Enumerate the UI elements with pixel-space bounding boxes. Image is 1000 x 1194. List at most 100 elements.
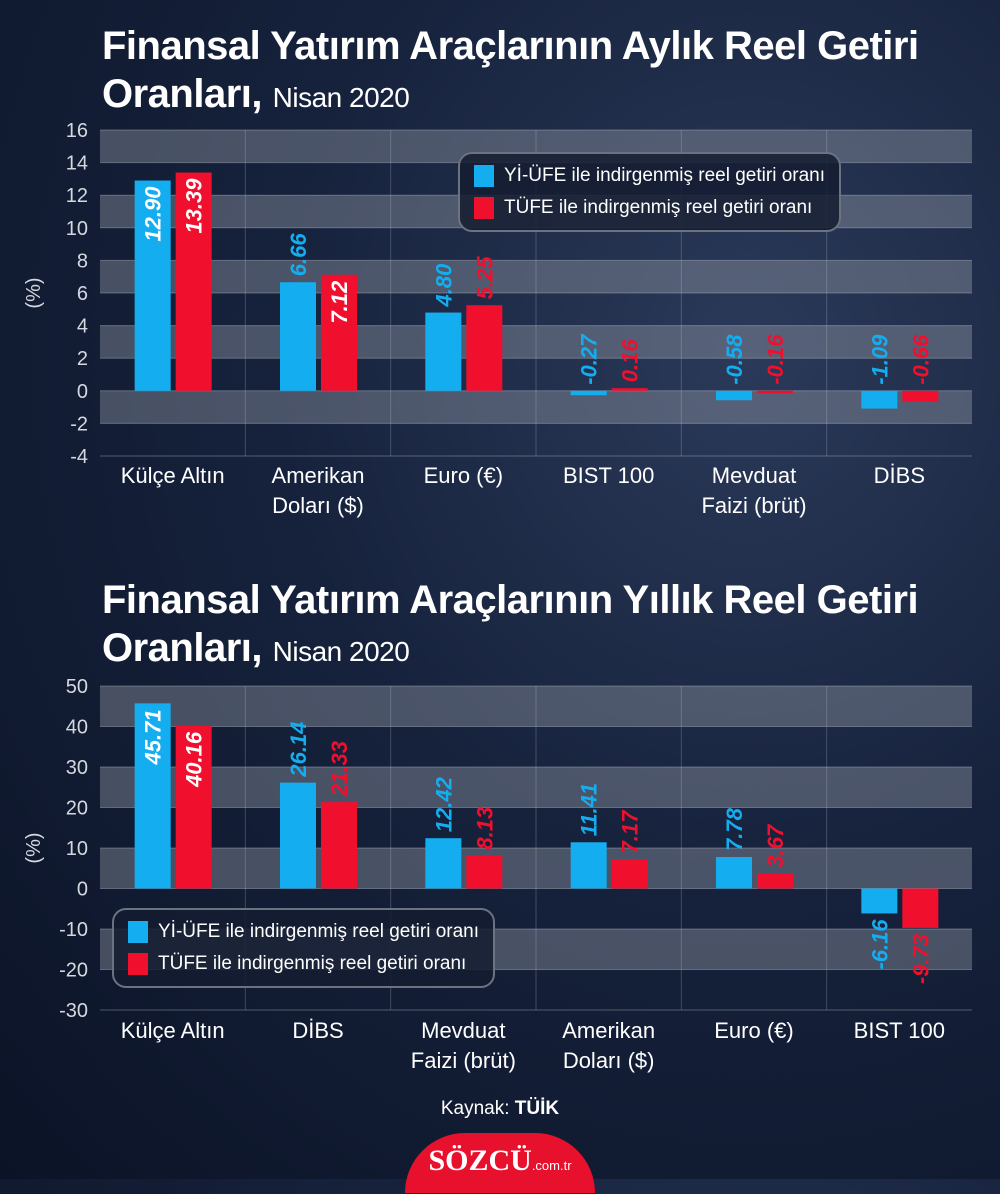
legend-label: TÜFE ile indirgenmiş reel getiri oranı [158,953,467,974]
data-label: 6.66 [286,233,311,277]
bar [175,172,212,391]
logo-name: SÖZCÜ [428,1144,532,1177]
legend-label: Yİ-ÜFE ile indirgenmiş reel getiri oranı [504,165,826,186]
bar [902,888,939,928]
data-label: 7.17 [618,809,643,854]
category-label: Faizi (brüt) [701,493,806,518]
yearly-title-text: Finansal Yatırım Araçlarının Yıllık Reel… [102,578,919,670]
y-tick-label: 4 [77,316,88,338]
legend-swatch-blue [128,921,148,943]
bar [570,842,607,889]
data-label: 8.13 [472,807,497,850]
y-tick-label: 50 [66,676,88,698]
bar [134,703,171,889]
legend-swatch-blue [474,165,494,187]
y-tick-label: -30 [59,1000,88,1022]
category-label: Euro (€) [424,463,503,488]
legend-item-yi-ufe: Yİ-ÜFE ile indirgenmiş reel getiri oranı [474,160,825,192]
data-label: 3.67 [763,823,788,868]
data-label: 21.33 [327,741,352,797]
data-label: -0.66 [908,334,933,385]
y-tick-label: 14 [66,153,88,175]
category-label: Külçe Altın [121,463,225,488]
sozcu-logo: SÖZCÜ.com.tr [405,1133,595,1193]
category-label: Faizi (brüt) [411,1048,516,1073]
monthly-title-text: Finansal Yatırım Araçlarının Aylık Reel … [102,24,919,116]
bar [280,282,316,391]
y-tick-label: 20 [66,798,88,820]
data-label: -6.16 [867,919,892,970]
yearly-legend: Yİ-ÜFE ile indirgenmiş reel getiri oranı… [112,908,496,988]
legend-item-yi-ufe: Yİ-ÜFE ile indirgenmiş reel getiri oranı [128,916,479,948]
legend-label: TÜFE ile indirgenmiş reel getiri oranı [504,197,813,218]
data-label: -0.16 [763,334,788,385]
data-label: 5.25 [472,256,497,300]
bar [280,782,316,889]
bar [321,274,357,391]
y-tick-label: 6 [77,283,88,305]
category-label: BIST 100 [563,463,654,488]
category-label: Doları ($) [563,1048,655,1073]
category-label: BIST 100 [854,1018,945,1043]
bar [611,859,648,889]
y-tick-label: 8 [77,250,88,272]
yearly-chart-title: Finansal Yatırım Araçlarının Yıllık Reel… [102,576,1000,676]
data-label: 0.16 [618,339,643,383]
bar [466,855,503,889]
y-tick-label: 10 [66,838,88,860]
bar [716,390,752,401]
bar [175,725,212,889]
data-label: -1.09 [867,334,892,385]
grid-band [100,848,972,889]
grid-band [100,325,972,359]
grid-band [100,260,972,293]
category-label: Mevduat [712,463,796,488]
category-label: DİBS [874,463,925,488]
y-tick-label: 0 [77,879,88,901]
source-note: Kaynak: TÜİK [0,1098,1000,1120]
data-label: 26.14 [286,722,311,778]
legend-label: Yİ-ÜFE ile indirgenmiş reel getiri oranı [158,921,480,942]
bar [321,802,357,889]
y-tick-label: -2 [70,413,88,435]
y-tick-label: 2 [77,348,88,370]
category-label: Mevduat [421,1018,505,1043]
y-tick-label: 16 [66,120,88,142]
y-tick-label: 30 [66,757,88,779]
data-label: 4.80 [431,263,456,308]
data-label: 7.78 [722,807,747,851]
category-label: DİBS [292,1018,343,1043]
y-tick-label: -10 [59,919,88,941]
monthly-chart-title: Finansal Yatırım Araçlarının Aylık Reel … [102,22,1000,122]
bar [861,888,898,914]
bar [757,390,793,394]
bar [425,838,462,889]
monthly-legend: Yİ-ÜFE ile indirgenmiş reel getiri oranı… [458,152,842,232]
source-value: TÜİK [514,1098,560,1119]
monthly-subtitle: Nisan 2020 [272,82,410,113]
legend-swatch-red [128,953,148,975]
legend-item-tufe: TÜFE ile indirgenmiş reel getiri oranı [474,192,825,224]
y-tick-label: 10 [66,218,88,240]
data-label: -0.27 [577,333,602,385]
bar [861,390,898,409]
y-tick-label: 0 [77,381,88,403]
data-label: 40.16 [182,731,207,788]
data-label: 7.12 [327,280,352,324]
grid-band [100,390,972,424]
data-label: -0.58 [722,334,747,385]
bar [716,856,752,889]
bar [466,305,503,391]
data-label: 11.41 [577,783,602,836]
bar [902,390,939,402]
data-label: -9.73 [908,934,933,984]
grid-band [100,686,972,727]
data-label: 13.39 [182,178,207,234]
category-label: Euro (€) [714,1018,793,1043]
grid-band [100,767,972,808]
legend-swatch-red [474,197,494,219]
bar [757,873,793,889]
bar [570,390,607,396]
category-label: Doları ($) [272,493,364,518]
